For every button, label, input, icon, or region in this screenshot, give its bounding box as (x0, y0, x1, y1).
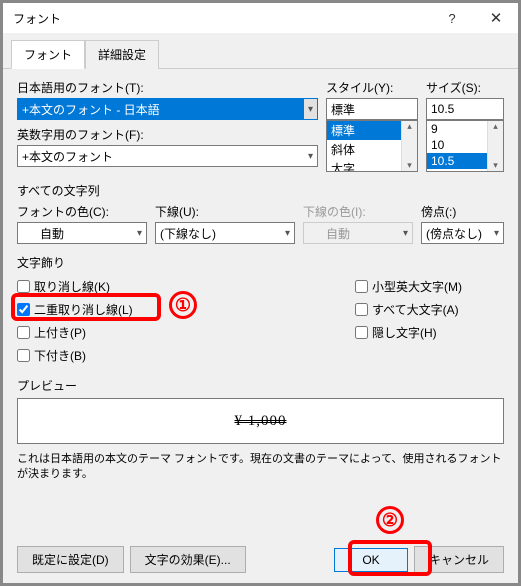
underline-combo[interactable]: (下線なし) ▾ (155, 222, 295, 244)
style-value: 標準 (331, 101, 355, 118)
japanese-font-combo[interactable]: +本文のフォント - 日本語 ▾ (17, 98, 318, 120)
style-input[interactable]: 標準 (326, 98, 418, 120)
cancel-button[interactable]: キャンセル (414, 546, 504, 573)
scrollbar[interactable]: ▴▾ (487, 121, 503, 171)
preview-box: ¥ 1,000 (17, 398, 504, 444)
japanese-font-label: 日本語用のフォント(T): (17, 79, 318, 96)
latin-font-value: +本文のフォント (22, 148, 113, 165)
dialog-body: 日本語用のフォント(T): +本文のフォント - 日本語 ▾ 英数字用のフォント… (3, 69, 518, 538)
latin-font-label: 英数字用のフォント(F): (17, 126, 318, 143)
chevron-down-icon: ▾ (304, 99, 317, 119)
font-color-combo[interactable]: 自動 ▾ (17, 222, 147, 244)
tab-font[interactable]: フォント (11, 40, 85, 69)
font-color-label: フォントの色(C): (17, 203, 147, 220)
size-listbox[interactable]: 9 10 10.5 ▴▾ (426, 120, 504, 172)
help-button[interactable]: ? (430, 3, 474, 33)
preview-label: プレビュー (17, 377, 504, 394)
subscript-checkbox[interactable]: 下付き(B) (17, 347, 267, 364)
emphasis-label: 傍点(:) (421, 203, 504, 220)
scrollbar[interactable]: ▴▾ (401, 121, 417, 171)
ok-button[interactable]: OK (334, 548, 408, 572)
chevron-down-icon: ▾ (403, 228, 408, 239)
chevron-down-icon: ▾ (308, 151, 313, 162)
allcaps-checkbox[interactable]: すべて大文字(A) (355, 301, 504, 318)
latin-font-combo[interactable]: +本文のフォント ▾ (17, 145, 318, 167)
text-effects-button[interactable]: 文字の効果(E)... (130, 546, 246, 573)
set-default-button[interactable]: 既定に設定(D) (17, 546, 124, 573)
preview-text: ¥ 1,000 (235, 413, 287, 430)
double-strikethrough-checkbox[interactable]: 二重取り消し線(L) (17, 301, 267, 318)
decorations-label: 文字飾り (17, 254, 504, 271)
underline-label: 下線(U): (155, 203, 295, 220)
theme-font-note: これは日本語用の本文のテーマ フォントです。現在の文書のテーマによって、使用され… (17, 452, 504, 483)
style-listbox[interactable]: 標準 斜体 太字 ▴▾ (326, 120, 418, 172)
underline-color-label: 下線の色(I): (303, 203, 413, 220)
underline-color-combo: 自動 ▾ (303, 222, 413, 244)
tab-strip: フォント 詳細設定 (3, 33, 518, 69)
style-label: スタイル(Y): (326, 79, 418, 96)
hidden-checkbox[interactable]: 隠し文字(H) (355, 324, 504, 341)
chevron-down-icon: ▾ (137, 228, 142, 239)
font-dialog: フォント ? ✕ フォント 詳細設定 日本語用のフォント(T): +本文のフォン… (2, 2, 519, 584)
superscript-checkbox[interactable]: 上付き(P) (17, 324, 267, 341)
strikethrough-checkbox[interactable]: 取り消し線(K) (17, 278, 267, 295)
close-button[interactable]: ✕ (474, 3, 518, 33)
japanese-font-value: +本文のフォント - 日本語 (22, 101, 160, 118)
size-value: 10.5 (431, 102, 454, 116)
chevron-down-icon: ▾ (494, 228, 499, 239)
chevron-down-icon: ▾ (285, 228, 290, 239)
smallcaps-checkbox[interactable]: 小型英大文字(M) (355, 278, 504, 295)
emphasis-combo[interactable]: (傍点なし) ▾ (421, 222, 504, 244)
all-text-label: すべての文字列 (17, 182, 504, 199)
window-title: フォント (13, 10, 430, 27)
size-input[interactable]: 10.5 (426, 98, 504, 120)
titlebar: フォント ? ✕ (3, 3, 518, 33)
size-label: サイズ(S): (426, 79, 504, 96)
dialog-footer: 既定に設定(D) 文字の効果(E)... OK キャンセル ② (3, 538, 518, 583)
tab-advanced[interactable]: 詳細設定 (85, 40, 159, 69)
